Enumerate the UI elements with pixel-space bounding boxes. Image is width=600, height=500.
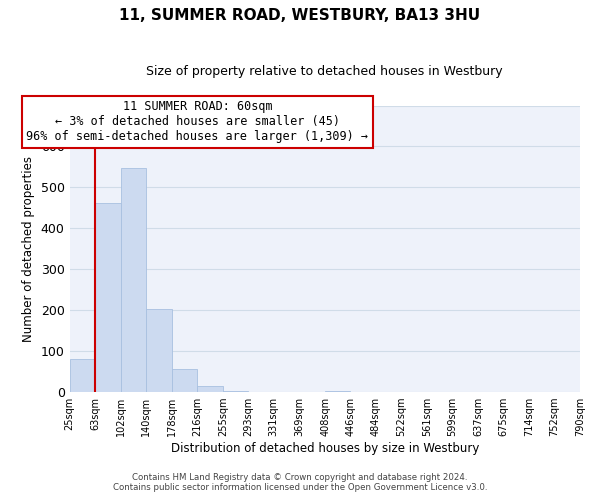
Bar bbox=[172, 369, 197, 392]
Y-axis label: Number of detached properties: Number of detached properties bbox=[22, 156, 35, 342]
Bar bbox=[121, 168, 146, 392]
Text: Contains HM Land Registry data © Crown copyright and database right 2024.
Contai: Contains HM Land Registry data © Crown c… bbox=[113, 473, 487, 492]
Text: 11 SUMMER ROAD: 60sqm
← 3% of detached houses are smaller (45)
96% of semi-detac: 11 SUMMER ROAD: 60sqm ← 3% of detached h… bbox=[26, 100, 368, 144]
Bar bbox=[70, 360, 95, 392]
Bar bbox=[146, 310, 172, 392]
Title: Size of property relative to detached houses in Westbury: Size of property relative to detached ho… bbox=[146, 65, 503, 78]
Bar bbox=[325, 391, 350, 392]
X-axis label: Distribution of detached houses by size in Westbury: Distribution of detached houses by size … bbox=[170, 442, 479, 455]
Bar bbox=[95, 203, 121, 392]
Bar bbox=[197, 386, 223, 392]
Text: 11, SUMMER ROAD, WESTBURY, BA13 3HU: 11, SUMMER ROAD, WESTBURY, BA13 3HU bbox=[119, 8, 481, 22]
